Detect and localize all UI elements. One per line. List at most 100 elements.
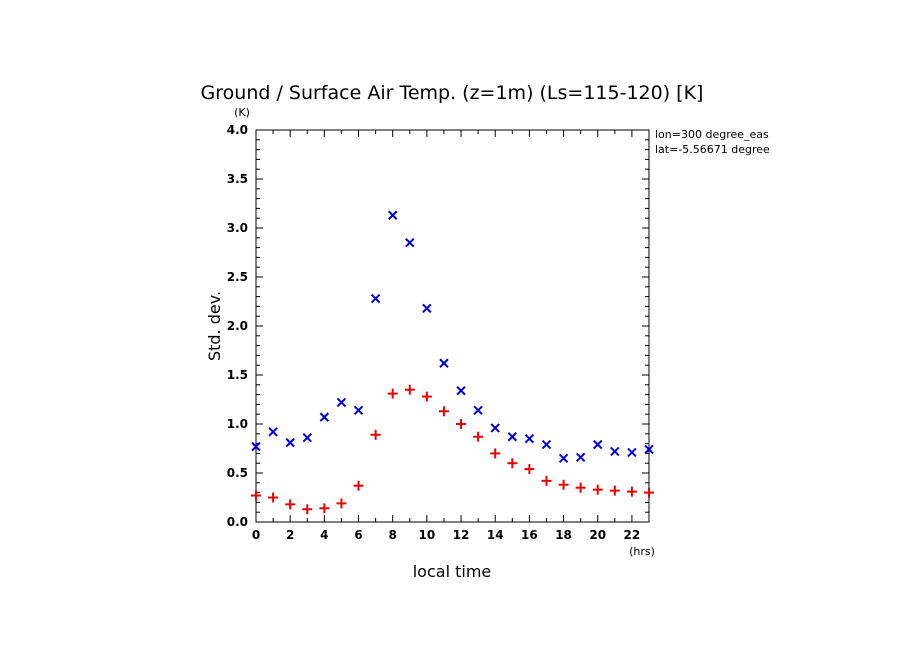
data-point-x-marker [610,446,620,457]
x-tick-label: 14 [487,528,504,542]
x-marker-stroke [370,293,381,304]
x-marker-stroke [251,441,261,452]
data-point-plus-marker [336,498,347,509]
x-tick-label: 0 [252,528,260,542]
data-point-x-marker [251,441,261,452]
x-marker-stroke [353,405,364,415]
x-marker-stroke [644,444,654,455]
x-tick-label: 16 [521,528,538,542]
y-tick-label: 1.0 [227,417,248,431]
data-point-x-marker [524,433,535,444]
data-point-plus-marker [490,448,501,459]
x-marker-stroke [524,433,535,444]
data-point-x-marker [439,358,449,368]
x-marker-stroke [473,405,483,415]
data-point-x-marker [353,405,364,415]
x-tick-label: 20 [589,528,606,542]
x-marker-stroke [387,210,398,220]
data-point-x-marker [336,397,347,408]
data-point-plus-marker [421,391,432,402]
data-point-x-marker [405,237,415,248]
x-axis-label: local time [413,562,492,581]
data-point-x-marker [422,303,432,314]
data-point-plus-marker [404,384,415,395]
data-point-x-marker [456,385,466,396]
data-point-plus-marker [575,482,586,493]
data-point-x-marker [268,427,278,437]
plot-frame [255,129,650,523]
y-axis-label: Std. dev. [205,291,224,361]
data-point-x-marker [490,423,500,433]
data-point-x-marker [370,293,381,304]
data-point-plus-marker [592,484,603,495]
data-point-plus-marker [644,487,654,498]
data-point-x-marker [644,444,654,455]
x-marker-stroke [319,412,330,422]
y-tick-label: 0.5 [227,466,248,480]
data-point-plus-marker [387,388,398,399]
annotation-lon: lon=300 degree_eas [655,128,769,141]
data-point-x-marker [507,432,518,442]
data-point-x-marker [387,210,398,220]
data-point-x-marker [558,453,569,464]
x-marker-stroke [575,452,586,463]
x-marker-stroke [268,427,278,437]
data-point-plus-marker [285,499,296,510]
data-point-plus-marker [541,475,552,486]
data-point-plus-marker [302,504,313,515]
x-marker-stroke [610,446,620,457]
x-marker-stroke [593,439,603,450]
data-point-x-marker [473,405,483,415]
data-point-plus-marker [251,490,261,501]
y-tick-label: 0.0 [227,515,248,529]
y-unit-label: (K) [234,106,250,119]
x-tick-label: 12 [453,528,470,542]
x-marker-stroke [405,237,415,248]
data-point-plus-marker [626,486,637,497]
data-point-plus-marker [319,503,330,514]
data-point-plus-marker [438,406,449,417]
x-marker-stroke [558,453,569,464]
data-point-x-marker [285,437,295,448]
data-point-plus-marker [473,431,484,442]
data-point-x-marker [302,433,312,443]
x-tick-label: 22 [624,528,641,542]
data-point-x-marker [319,412,330,422]
x-tick-label: 8 [389,528,397,542]
x-tick-label: 6 [354,528,362,542]
x-tick-label: 2 [286,528,294,542]
data-point-plus-marker [370,429,381,440]
data-point-plus-marker [507,458,518,469]
chart-title: Ground / Surface Air Temp. (z=1m) (Ls=11… [201,82,704,104]
x-tick-label: 10 [419,528,436,542]
annotation-lat: lat=-5.56671 degree [655,143,770,156]
x-tick-label: 18 [555,528,572,542]
x-marker-stroke [456,385,466,396]
x-marker-stroke [422,303,432,314]
data-point-plus-marker [609,485,620,496]
y-tick-label: 1.5 [227,368,248,382]
data-point-plus-marker [456,419,467,429]
data-point-x-marker [575,452,586,463]
data-point-x-marker [541,439,552,450]
y-tick-label: 3.0 [227,221,248,235]
x-marker-stroke [336,397,347,408]
data-point-plus-marker [558,479,569,490]
x-marker-stroke [627,447,637,458]
data-point-plus-marker [524,464,535,475]
x-marker-stroke [490,423,500,433]
y-tick-label: 4.0 [227,123,248,137]
x-unit-label: (hrs) [629,545,655,558]
data-point-plus-marker [353,480,364,491]
x-marker-stroke [302,433,312,443]
y-tick-label: 2.0 [227,319,248,333]
x-marker-stroke [439,358,449,368]
data-point-plus-marker [268,492,279,503]
data-point-x-marker [627,447,637,458]
x-marker-stroke [285,437,295,448]
x-marker-stroke [507,432,518,442]
y-tick-label: 2.5 [227,270,248,284]
y-tick-label: 3.5 [227,172,248,186]
x-marker-stroke [541,439,552,450]
